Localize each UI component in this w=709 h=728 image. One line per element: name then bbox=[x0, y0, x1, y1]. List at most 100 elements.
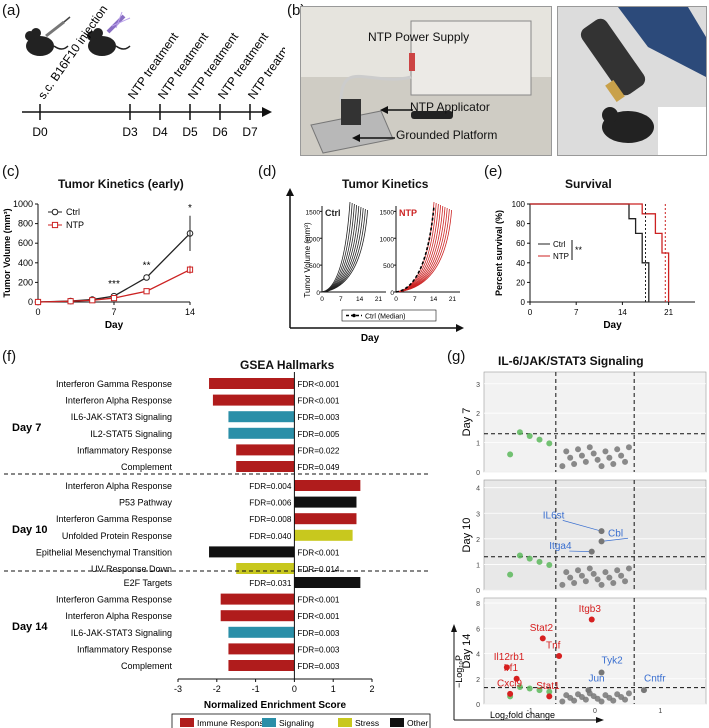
gene-point bbox=[594, 456, 601, 463]
hallmark-label: Inflammatory Response bbox=[77, 445, 172, 455]
y-tick-label: 100 bbox=[512, 200, 526, 209]
syringe-icon bbox=[45, 16, 71, 38]
gene-leader-line bbox=[601, 537, 629, 542]
y-tick-label: 0 bbox=[28, 297, 33, 307]
x-axis-label: Day bbox=[603, 320, 622, 331]
y-tick-label: 20 bbox=[516, 278, 525, 287]
ntp-point bbox=[34, 298, 42, 306]
legend-ctrl-marker bbox=[51, 208, 59, 216]
legend-ctrl-label: Ctrl bbox=[553, 240, 566, 249]
hallmark-label: Interferon Alpha Response bbox=[65, 481, 172, 491]
facet-label: Day 14 bbox=[461, 634, 473, 669]
series-line-ntp bbox=[37, 269, 191, 303]
gene-point bbox=[586, 444, 593, 451]
facet-label: Day 10 bbox=[461, 518, 473, 553]
y-tick-label: 200 bbox=[18, 277, 33, 287]
gene-label-red: Stat2 bbox=[530, 623, 554, 634]
legend-box bbox=[171, 713, 431, 728]
gene-point bbox=[614, 446, 621, 453]
gene-point bbox=[559, 698, 566, 705]
gene-label: Cbl bbox=[608, 528, 623, 539]
gene-point bbox=[590, 450, 597, 457]
x-tick-label: 0 bbox=[528, 308, 533, 317]
gene-point bbox=[582, 696, 589, 703]
x-tick-label: -1 bbox=[527, 708, 533, 715]
gene-leader-line bbox=[562, 520, 602, 532]
x-tick-label: 1 bbox=[658, 708, 662, 715]
individual-curve bbox=[395, 209, 452, 293]
gene-point-sig-fc bbox=[546, 562, 553, 569]
bar-immune bbox=[294, 513, 357, 525]
gene-point-sig-fc bbox=[536, 436, 543, 443]
x-tick-label: 7 bbox=[413, 296, 417, 303]
chart-e-title: Survival bbox=[565, 177, 612, 191]
significance-star: * bbox=[188, 203, 192, 214]
hallmark-label: Unfolded Protein Response bbox=[62, 531, 172, 541]
bar-other bbox=[294, 496, 357, 508]
bar-immune bbox=[236, 461, 295, 472]
gene-point bbox=[598, 528, 605, 535]
chart-c-title: Tumor Kinetics (early) bbox=[58, 177, 184, 191]
y-tick-label: 0 bbox=[316, 290, 320, 297]
y-tick-label: 500 bbox=[309, 263, 320, 270]
gene-point bbox=[625, 444, 632, 451]
gene-point-red bbox=[503, 664, 510, 671]
facet-label: Day 7 bbox=[461, 408, 473, 437]
bar-immune bbox=[228, 643, 295, 655]
applicator-label: NTP Applicator bbox=[410, 100, 490, 114]
legend-ntp-label: NTP bbox=[66, 220, 84, 230]
hallmark-label: Interferon Gamma Response bbox=[56, 514, 172, 524]
gene-point bbox=[625, 690, 632, 697]
x-tick-label: -2 bbox=[213, 684, 221, 694]
x-tick-label: 14 bbox=[185, 307, 195, 317]
gene-point-red bbox=[588, 616, 595, 623]
y-tick-label: 4 bbox=[476, 652, 480, 659]
gene-point bbox=[578, 572, 585, 579]
bar-signaling bbox=[228, 626, 295, 638]
gene-point-sig-fc bbox=[507, 571, 514, 578]
gene-point bbox=[582, 578, 589, 585]
ntp-point bbox=[89, 297, 96, 304]
gene-point bbox=[598, 463, 605, 470]
gene-point bbox=[585, 687, 592, 694]
fdr-label: FDR=0.031 bbox=[249, 579, 292, 588]
legend-swatch-signaling bbox=[262, 718, 276, 727]
applicator-arrow-icon bbox=[380, 106, 413, 114]
x-tick-label: 0 bbox=[593, 708, 597, 715]
gene-label-red: Il12rb1 bbox=[494, 652, 525, 663]
legend-label-other: Other bbox=[407, 718, 428, 728]
legend-label-signaling: Signaling bbox=[279, 718, 314, 728]
gene-point-sig-fc bbox=[526, 685, 533, 692]
gene-label-red: Cxcl9 bbox=[497, 678, 522, 689]
x-tick-label: 2 bbox=[369, 684, 374, 694]
mouse-icon-injection bbox=[25, 28, 69, 56]
legend-ctrl-label: Ctrl bbox=[66, 207, 80, 217]
timeline-day-label: D0 bbox=[32, 125, 48, 139]
bar-signaling bbox=[228, 411, 295, 423]
bar-stress bbox=[236, 563, 295, 574]
fdr-label: FDR=0.003 bbox=[297, 629, 340, 638]
bar-immune bbox=[236, 444, 295, 456]
gene-point bbox=[586, 565, 593, 572]
gene-point-sig-fc bbox=[516, 429, 523, 436]
gene-point bbox=[563, 569, 570, 576]
y-tick-label: 0 bbox=[476, 588, 480, 595]
chart-g-title: IL-6/JAK/STAT3 Signaling bbox=[498, 354, 644, 368]
hallmark-label: E2F Targets bbox=[124, 578, 173, 588]
y-tick-label: 0 bbox=[476, 470, 480, 477]
series-line-ctrl bbox=[37, 232, 191, 303]
individual-curve bbox=[321, 204, 357, 293]
x-axis-label: Day bbox=[105, 320, 124, 331]
facet-panel bbox=[483, 371, 707, 473]
y-axis-label: Tumor Volume (mm³) bbox=[2, 208, 12, 297]
group-label-day: Day 7 bbox=[12, 422, 41, 434]
chart-e-svg: 0 20 40 60 80 100 0 7 14 21 Day Percent survival (%… bbox=[494, 200, 695, 331]
timeline-day-label: D3 bbox=[122, 125, 138, 139]
chart-g-svg: 0 1 2 3 Day 7 0 1 2 3 4 Day 10 0 2 4 6 8 Day 14 IL6st Cbl I… bbox=[451, 371, 707, 723]
gene-point bbox=[575, 567, 582, 574]
y-tick-label: 3 bbox=[476, 382, 480, 389]
gene-point-sig-fc bbox=[546, 688, 553, 695]
treatment-photo bbox=[557, 6, 707, 156]
y-tick-label: 2 bbox=[476, 677, 480, 684]
y-axis-label: −Log₁₀P bbox=[454, 655, 464, 688]
